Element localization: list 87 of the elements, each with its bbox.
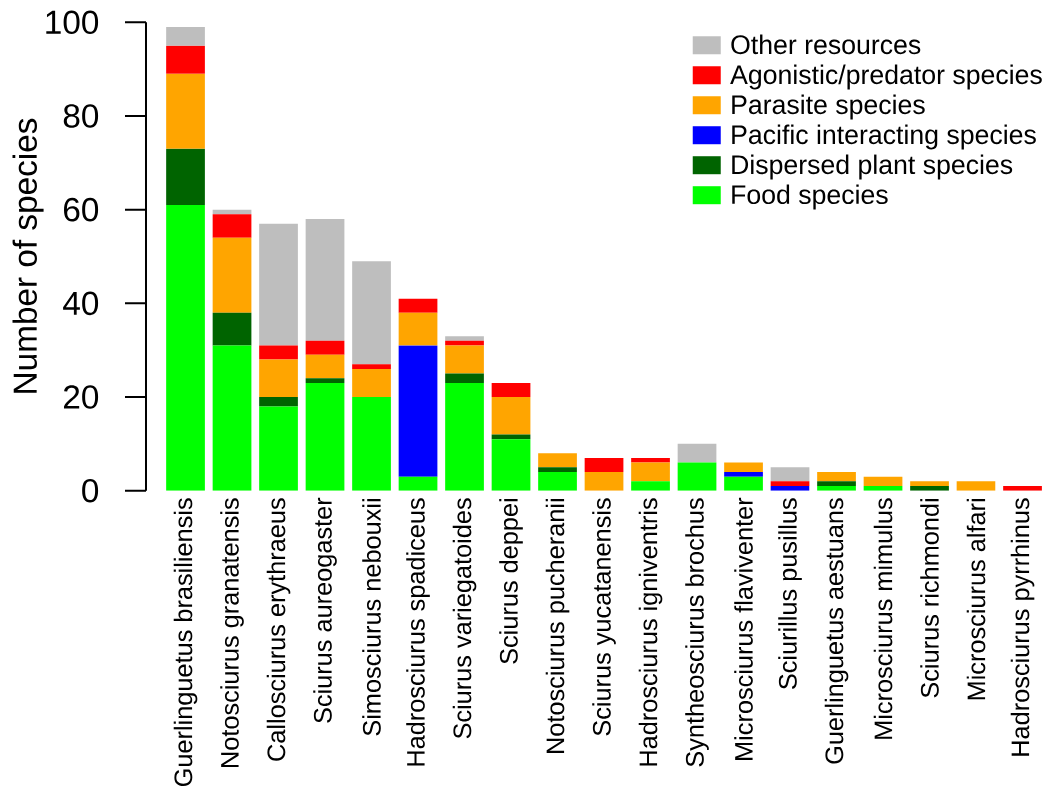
legend-label: Pacific interacting species bbox=[732, 124, 1036, 150]
x-tick-label: Guerlinguetus brasiliensis bbox=[173, 498, 198, 787]
bar bbox=[910, 481, 949, 487]
x-tick-label: Simosciurus nebouxii bbox=[362, 499, 381, 736]
bar bbox=[538, 453, 577, 468]
x-tick-label: Callosciurus erythraeus bbox=[266, 498, 291, 761]
bar bbox=[631, 462, 670, 482]
bar bbox=[398, 298, 438, 313]
y-tick-label: 100 bbox=[46, 10, 99, 35]
y-tick-label: 40 bbox=[63, 291, 99, 316]
x-tick-label: Sciurus aureogaster bbox=[313, 497, 337, 723]
legend-label: Agonistic/predator species bbox=[730, 64, 1042, 90]
x-tick-label: Sciurus richmondi bbox=[920, 499, 939, 698]
bar bbox=[166, 73, 205, 149]
bar bbox=[352, 261, 391, 365]
bar bbox=[259, 223, 298, 346]
bar bbox=[677, 462, 717, 491]
bar bbox=[538, 471, 577, 491]
bar bbox=[817, 481, 856, 487]
bar bbox=[259, 406, 298, 491]
x-tick-label: Sciurus deppei bbox=[499, 499, 523, 664]
y-tick-label: 80 bbox=[63, 104, 99, 128]
x-tick-label: Hadrosciurus igniventris bbox=[638, 498, 663, 766]
y-axis-title: Number of species bbox=[12, 118, 44, 393]
bar bbox=[212, 214, 252, 238]
x-tick-label: Microsciurus mimulus bbox=[873, 498, 893, 739]
bar bbox=[956, 481, 996, 491]
bar bbox=[584, 457, 624, 472]
x-tick-label: Guerlinguetus aestuans bbox=[824, 498, 849, 764]
bar bbox=[770, 467, 810, 482]
bar bbox=[677, 443, 717, 463]
x-tick-label: Microsciurus flaviventer bbox=[734, 497, 753, 760]
bar bbox=[491, 439, 531, 491]
bar bbox=[724, 476, 763, 491]
y-tick-label: 20 bbox=[63, 385, 99, 409]
bar bbox=[398, 345, 438, 477]
x-tick-label: Sciurus yucatanensis bbox=[592, 498, 616, 736]
bar bbox=[305, 378, 345, 383]
bar bbox=[445, 382, 484, 491]
x-tick-label: Hadrosciurus pyrrhinus bbox=[1010, 498, 1035, 756]
bar bbox=[352, 368, 391, 398]
bar bbox=[538, 467, 577, 472]
x-tick-label: Notosciurus pucheranii bbox=[545, 499, 570, 753]
bar bbox=[259, 345, 298, 360]
bar bbox=[491, 434, 531, 440]
bar bbox=[584, 471, 624, 491]
bar bbox=[863, 476, 903, 487]
bar bbox=[212, 345, 252, 491]
x-tick-label: Sciurus variegatoides bbox=[452, 498, 477, 739]
bar bbox=[259, 359, 298, 398]
bar bbox=[631, 481, 670, 491]
bar bbox=[491, 397, 531, 435]
bar bbox=[166, 204, 205, 491]
bar bbox=[724, 462, 763, 472]
bar bbox=[817, 471, 856, 482]
bar bbox=[212, 237, 252, 313]
x-tick-label: Sciurillus pusillus bbox=[778, 498, 802, 690]
bar bbox=[212, 312, 252, 346]
legend-label: Food species bbox=[732, 184, 888, 210]
bar bbox=[166, 45, 205, 74]
y-tick-label: 0 bbox=[82, 478, 99, 503]
bar bbox=[305, 382, 345, 491]
bar bbox=[631, 457, 670, 463]
bar bbox=[166, 26, 205, 46]
y-tick-label: 60 bbox=[64, 197, 99, 222]
bar bbox=[259, 397, 298, 407]
bar bbox=[724, 471, 763, 477]
bar bbox=[305, 340, 345, 355]
bar bbox=[305, 219, 345, 341]
bar bbox=[491, 382, 531, 398]
legend-label: Parasite species bbox=[732, 94, 925, 120]
bar bbox=[352, 397, 391, 491]
legend-label: Dispersed plant species bbox=[732, 154, 1013, 180]
x-tick-label: Hadrosciurus spadiceus bbox=[406, 498, 430, 766]
legend-label: Other resources bbox=[731, 34, 921, 55]
bar bbox=[398, 312, 438, 346]
bar bbox=[352, 364, 391, 369]
x-tick-label: Notosciurus granatensis bbox=[220, 498, 244, 767]
bar bbox=[770, 481, 810, 487]
x-tick-label: Syntheosciurus brochus bbox=[685, 498, 709, 767]
x-tick-label: Microsciurus alfari bbox=[966, 499, 986, 700]
bar bbox=[445, 373, 484, 383]
bar bbox=[305, 354, 345, 379]
bar bbox=[398, 476, 438, 491]
bar bbox=[445, 336, 484, 341]
bar bbox=[166, 148, 205, 205]
bar bbox=[445, 345, 484, 374]
